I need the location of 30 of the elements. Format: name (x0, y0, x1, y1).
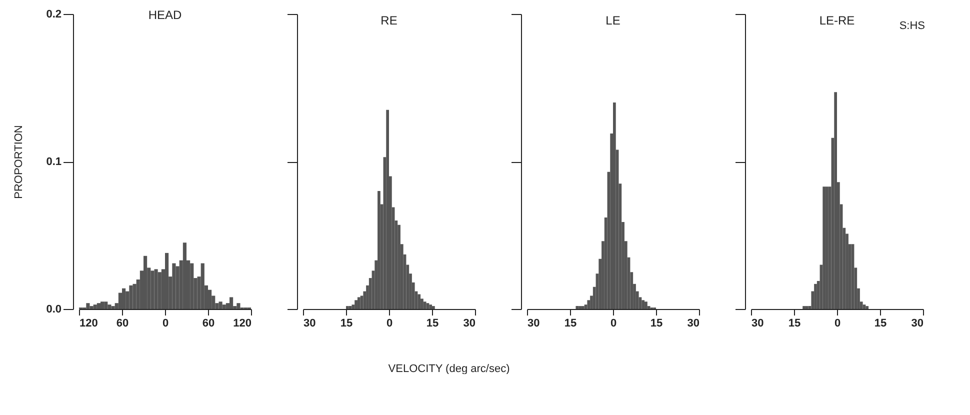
chart-title: RE (380, 14, 398, 28)
x-tick-label: 0 (834, 318, 841, 330)
x-tick-label: 120 (233, 318, 252, 330)
x-tick-label: 15 (426, 318, 439, 330)
x-tick-label: 60 (116, 318, 129, 330)
chart-title: HEAD (148, 8, 182, 22)
x-tick-label: 30 (528, 318, 540, 330)
x-tick-label: 30 (463, 318, 476, 330)
chart-title: LE (606, 14, 620, 28)
x-tick-label: 15 (874, 318, 887, 330)
x-tick-label: 0 (610, 318, 617, 330)
y-tick-label: 0.0 (46, 304, 62, 316)
x-tick-label: 30 (911, 318, 924, 330)
x-tick-label: 30 (752, 318, 764, 330)
annotation: S:HS (899, 20, 925, 32)
x-axis-title: VELOCITY (deg arc/sec) (388, 363, 510, 375)
x-tick-label: 120 (80, 318, 98, 330)
y-axis-title: PROPORTION (13, 125, 26, 199)
x-tick-label: 15 (564, 318, 577, 330)
x-tick-label: 0 (386, 318, 393, 330)
x-tick-label: 60 (202, 318, 215, 330)
x-tick-label: 0 (162, 318, 169, 330)
x-tick-label: 30 (687, 318, 700, 330)
chart-title: LE-RE (819, 14, 855, 28)
x-tick-label: 15 (788, 318, 801, 330)
y-tick-label: 0.2 (46, 8, 62, 20)
x-tick-label: 30 (304, 318, 316, 330)
y-tick-label: 0.1 (46, 156, 62, 168)
x-tick-label: 15 (340, 318, 353, 330)
x-tick-label: 15 (650, 318, 663, 330)
